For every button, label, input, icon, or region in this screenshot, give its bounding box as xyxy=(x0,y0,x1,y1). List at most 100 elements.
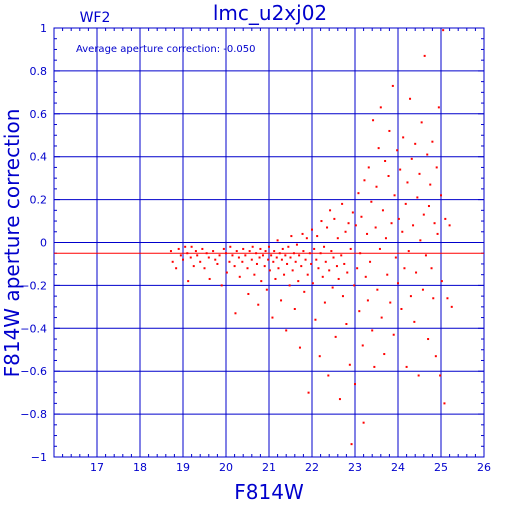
data-point xyxy=(336,237,339,240)
x-tick-label: 20 xyxy=(219,461,233,474)
data-point xyxy=(196,254,199,257)
data-point xyxy=(354,224,357,227)
data-point xyxy=(334,335,337,338)
x-tick-label: 26 xyxy=(477,461,491,474)
grid-lines xyxy=(54,28,484,457)
data-point xyxy=(270,254,273,257)
data-point xyxy=(341,295,344,298)
data-point xyxy=(357,192,360,195)
data-point xyxy=(356,267,359,270)
data-point xyxy=(371,329,374,332)
data-point xyxy=(292,252,295,255)
data-point xyxy=(313,247,316,250)
data-point xyxy=(405,365,408,368)
data-point xyxy=(171,260,174,263)
data-point xyxy=(448,224,451,227)
data-point xyxy=(315,258,318,261)
data-point xyxy=(286,262,289,265)
data-point xyxy=(231,254,234,257)
data-point xyxy=(320,220,323,223)
data-point xyxy=(327,374,330,377)
y-tick-label: 0.8 xyxy=(30,65,48,78)
y-tick-label: −0.8 xyxy=(20,408,47,421)
data-point xyxy=(281,247,284,250)
data-point xyxy=(187,280,190,283)
data-point xyxy=(247,292,250,295)
data-point xyxy=(283,273,286,276)
data-point xyxy=(402,136,405,139)
data-point xyxy=(354,383,356,386)
data-point xyxy=(304,258,307,261)
y-tick-label: −0.2 xyxy=(20,279,47,292)
data-point xyxy=(205,252,208,255)
data-point xyxy=(199,260,202,263)
data-point xyxy=(264,250,267,253)
chip-label: WF2 xyxy=(80,10,111,26)
data-point xyxy=(360,215,363,218)
data-point xyxy=(250,258,253,261)
data-point xyxy=(351,211,354,214)
data-point xyxy=(298,346,301,349)
data-point xyxy=(303,290,306,293)
y-tick-labels: 1 0.8 0.6 0.4 0.2 0 −0.2 −0.4 −0.6 −0.8 −1 xyxy=(20,22,47,464)
data-point xyxy=(379,106,382,109)
data-point xyxy=(275,256,278,259)
data-point xyxy=(182,258,184,261)
data-point xyxy=(214,258,217,261)
data-point xyxy=(358,310,361,313)
data-point xyxy=(409,97,412,100)
x-tick-label: 25 xyxy=(434,461,448,474)
data-point xyxy=(267,258,270,261)
data-point xyxy=(433,222,436,225)
data-point xyxy=(316,235,319,238)
data-point xyxy=(350,443,353,446)
data-point xyxy=(333,217,336,220)
data-point xyxy=(440,280,443,283)
data-point xyxy=(218,254,221,257)
data-point xyxy=(392,333,395,336)
data-point xyxy=(277,267,280,270)
data-point xyxy=(393,194,396,197)
data-point xyxy=(394,256,397,259)
data-point xyxy=(295,243,298,246)
data-point xyxy=(305,237,308,240)
data-point xyxy=(372,119,375,122)
data-point xyxy=(175,267,178,270)
data-point xyxy=(346,271,349,274)
data-points xyxy=(169,29,453,446)
data-point xyxy=(386,273,389,276)
data-point xyxy=(424,254,427,257)
data-point xyxy=(201,247,204,250)
data-point xyxy=(302,250,305,253)
data-point xyxy=(241,260,244,263)
data-point xyxy=(328,269,331,272)
data-point xyxy=(169,250,172,253)
data-point xyxy=(364,275,367,278)
data-point xyxy=(406,181,409,184)
data-point xyxy=(298,254,301,257)
data-point xyxy=(289,256,292,259)
data-point xyxy=(238,275,241,278)
data-point xyxy=(335,265,338,268)
data-point xyxy=(420,121,423,124)
data-point xyxy=(340,254,343,257)
data-point xyxy=(418,172,421,175)
x-tick-label: 17 xyxy=(90,461,104,474)
data-point xyxy=(259,247,262,250)
data-point xyxy=(397,217,400,220)
data-point xyxy=(419,239,422,242)
data-point xyxy=(423,54,426,57)
data-point xyxy=(308,252,311,255)
data-point xyxy=(311,228,313,231)
data-point xyxy=(317,267,320,270)
data-point xyxy=(323,301,326,304)
data-point xyxy=(288,284,291,287)
data-point xyxy=(263,265,266,268)
data-point xyxy=(412,224,415,227)
data-point xyxy=(273,250,276,253)
data-point xyxy=(436,232,439,235)
data-point xyxy=(323,245,326,248)
data-point xyxy=(212,250,215,253)
data-point xyxy=(337,277,340,280)
data-point xyxy=(367,166,370,169)
